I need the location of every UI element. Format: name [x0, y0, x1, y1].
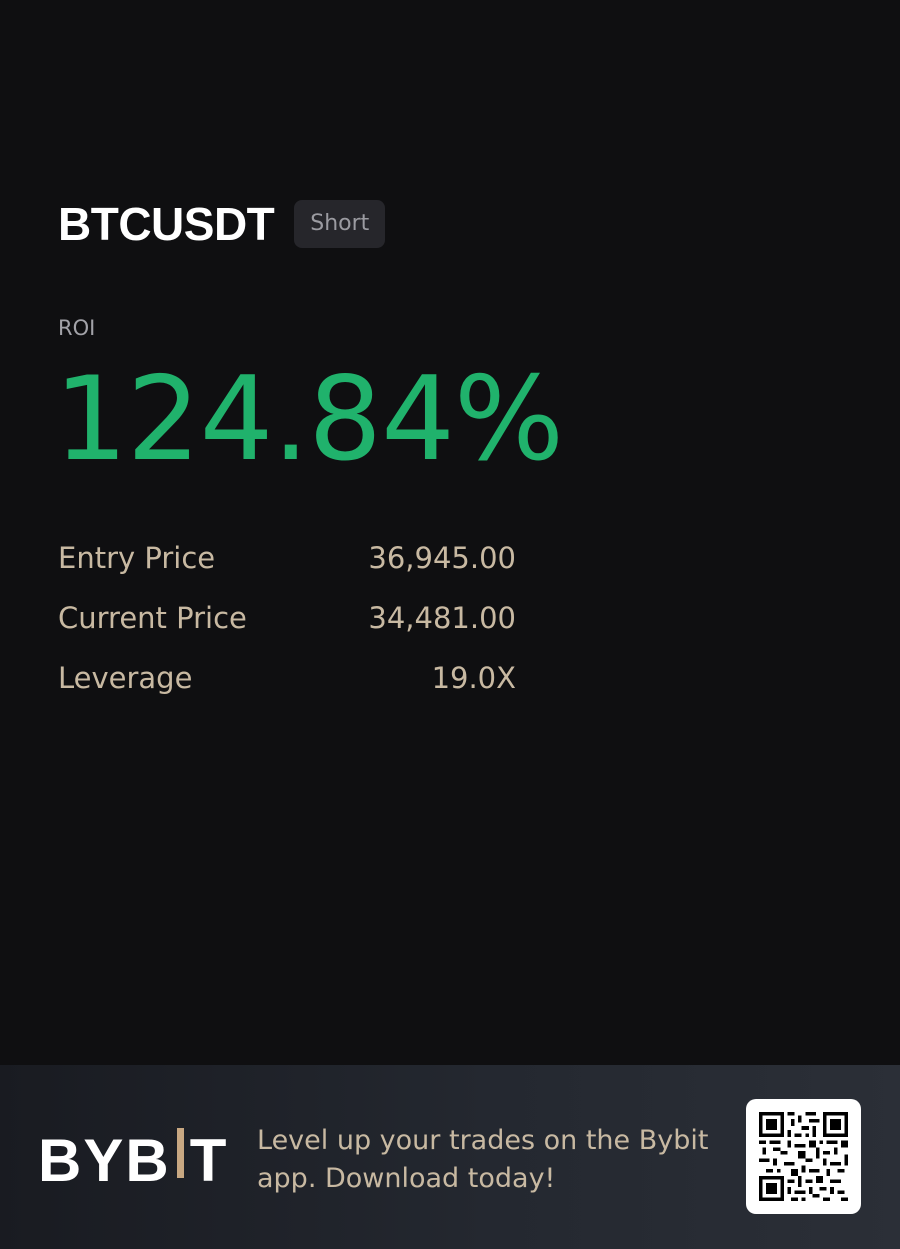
stat-row-leverage: Leverage 19.0X [58, 650, 516, 710]
stat-value: 36,945.00 [368, 541, 516, 575]
logo-accent-bar [176, 1128, 184, 1178]
roi-label: ROI [58, 316, 96, 340]
stat-label: Leverage [58, 661, 193, 695]
qr-code-icon [759, 1112, 848, 1201]
logo-text-right: T [189, 1126, 229, 1194]
stat-row-entry-price: Entry Price 36,945.00 [58, 530, 516, 590]
stat-value: 19.0X [431, 661, 516, 695]
pnl-share-card: BTCUSDT Short ROI 124.84% Entry Price 36… [54, 196, 565, 710]
logo-text-left: BYB [38, 1126, 171, 1194]
stat-value: 34,481.00 [368, 601, 516, 635]
stat-label: Current Price [58, 601, 247, 635]
roi-value: 124.84% [54, 352, 564, 487]
stat-label: Entry Price [58, 541, 216, 575]
promo-tagline: Level up your trades on the Bybit app. D… [257, 1125, 709, 1194]
position-side-badge: Short [294, 200, 386, 248]
position-header: BTCUSDT Short [58, 196, 386, 252]
stat-row-current-price: Current Price 34,481.00 [58, 590, 516, 650]
qr-code[interactable] [746, 1099, 861, 1214]
position-stats: Entry Price 36,945.00 Current Price 34,4… [58, 530, 516, 710]
bybit-logo: BYB T [38, 1126, 229, 1194]
trading-pair: BTCUSDT [58, 198, 275, 250]
